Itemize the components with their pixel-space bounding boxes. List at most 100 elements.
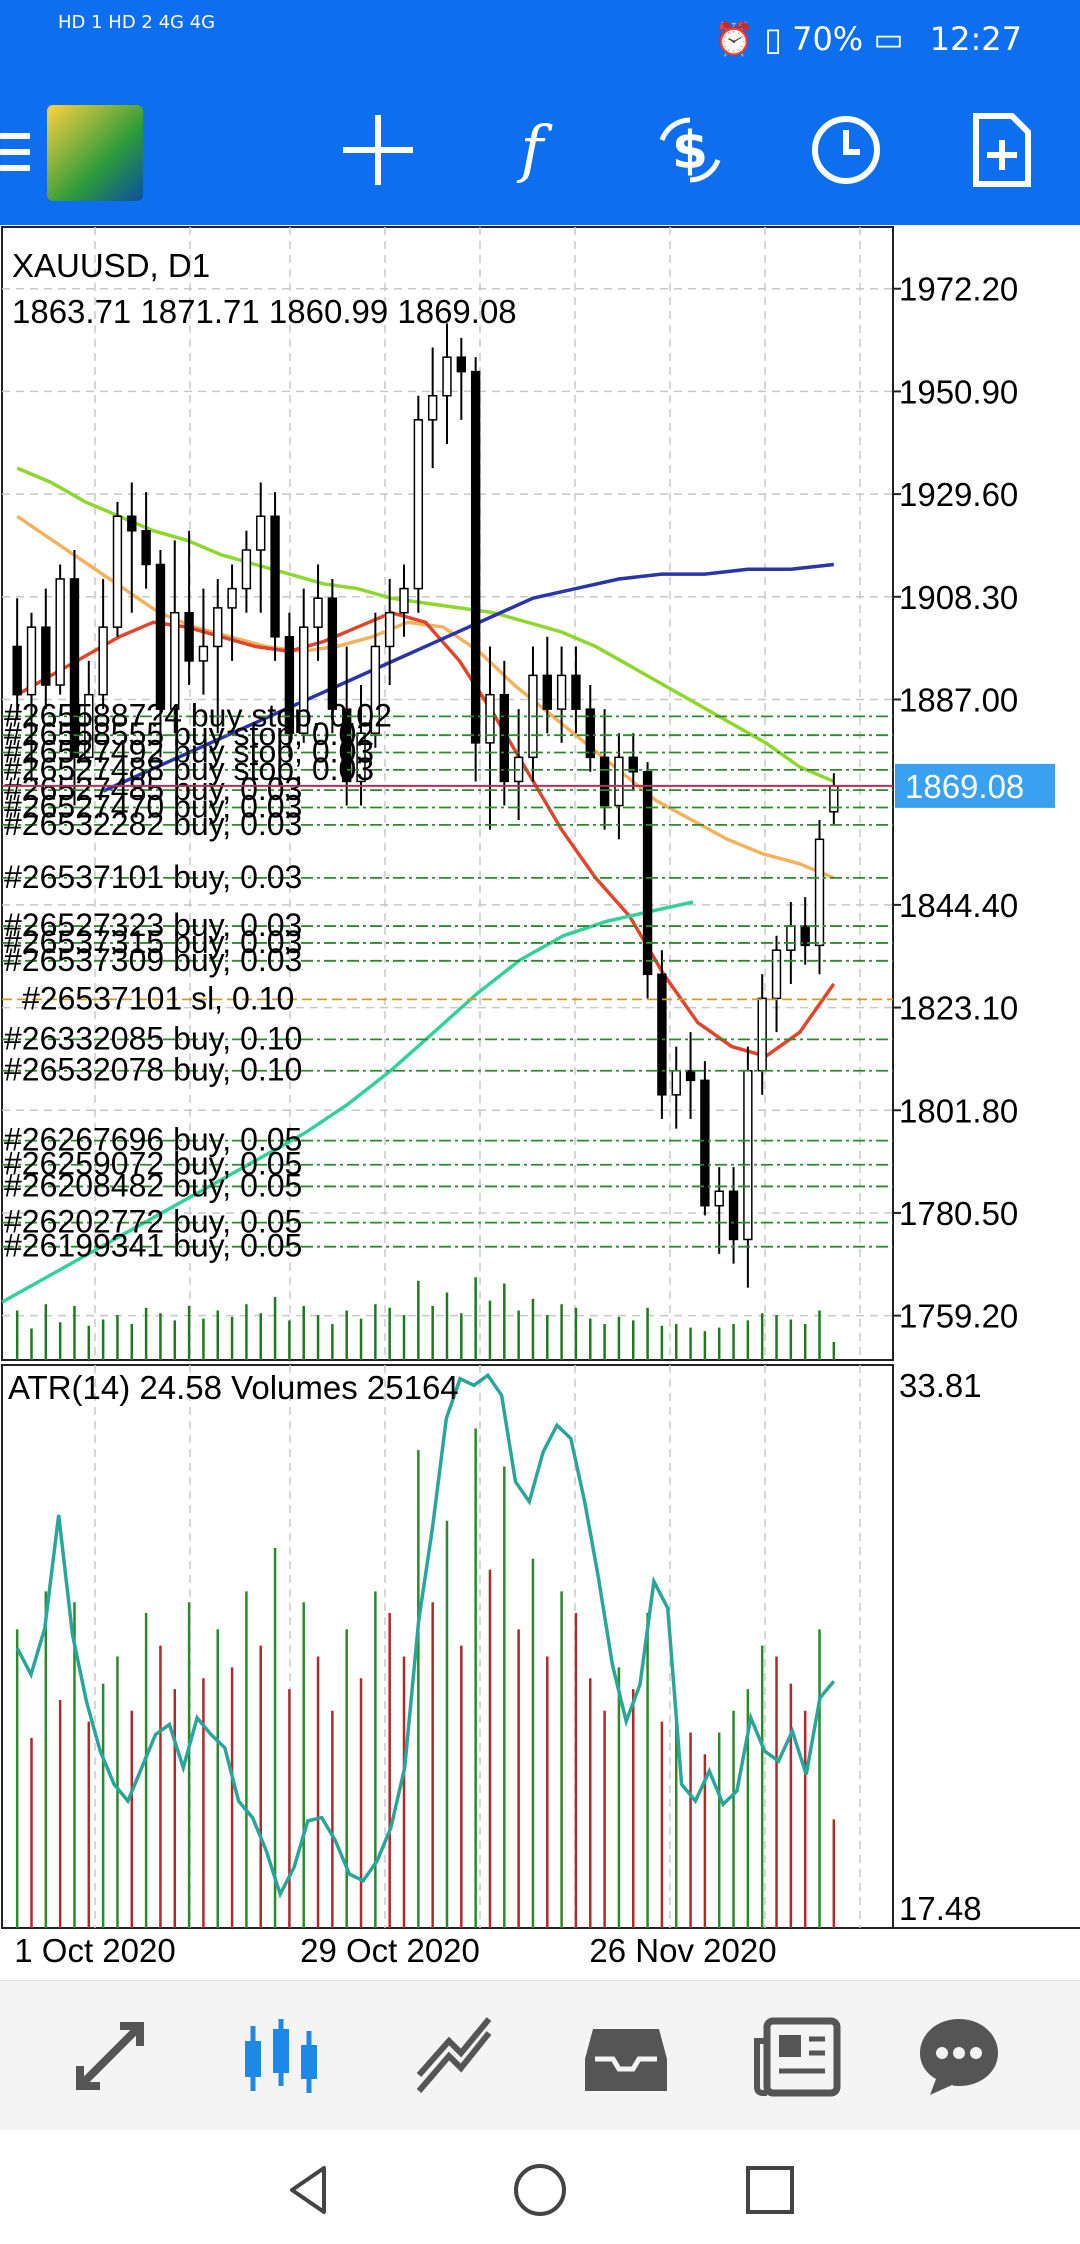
y-tick-label: 1929.60 xyxy=(899,476,1018,513)
svg-text:f: f xyxy=(517,112,554,185)
order-label: #26527323 buy, 0.03 xyxy=(4,907,302,943)
candle-body xyxy=(499,693,509,783)
order-label: #26332085 buy, 0.10 xyxy=(4,1020,302,1056)
symbol-icon[interactable]: $ xyxy=(650,110,730,190)
candle-body xyxy=(12,645,22,696)
candle-body xyxy=(98,626,108,696)
moving-average-line xyxy=(1,900,694,1304)
order-label: #26527470 buy, 0.03 xyxy=(4,788,302,824)
candle-body xyxy=(170,611,180,710)
order-label: #26208482 buy, 0.05 xyxy=(4,1167,302,1203)
chart-icon[interactable] xyxy=(237,2011,327,2101)
chat-icon[interactable] xyxy=(914,2011,1004,2101)
order-label: #26537101 buy, 0.03 xyxy=(4,859,302,895)
order-label: #26527488 buy stop, 0.03 xyxy=(4,751,374,787)
back-icon[interactable] xyxy=(280,2160,340,2220)
candle-body xyxy=(270,515,280,638)
candle-body xyxy=(671,1069,681,1096)
chart-area[interactable]: #2655887?4 buy stop, 0.02 #26558555 buy s… xyxy=(0,225,1080,1980)
candle-body xyxy=(141,529,151,566)
metatrader-logo[interactable] xyxy=(47,105,143,201)
clock: 12:27 xyxy=(929,20,1022,58)
current-price-label: 1869.08 xyxy=(905,768,1024,805)
candle-body xyxy=(155,563,166,710)
candle-body xyxy=(771,949,782,1000)
history-icon[interactable] xyxy=(581,2011,671,2101)
candle-body xyxy=(342,708,352,783)
battery-charging-icon: ▭ xyxy=(873,20,904,58)
recents-icon[interactable] xyxy=(740,2160,800,2220)
x-tick-label: 26 Nov 2020 xyxy=(589,1932,776,1969)
candle-body xyxy=(442,356,452,397)
order-label: #26527492 buy stop, 0.03 xyxy=(4,734,374,770)
indicator-y-tick-label: 17.48 xyxy=(899,1890,982,1927)
candle-body xyxy=(728,1190,739,1241)
candle-body xyxy=(213,607,223,648)
candle-body xyxy=(413,419,424,590)
order-label: #26558555 buy stop, 0.02 xyxy=(4,716,374,752)
candle-body xyxy=(542,674,552,710)
candle-body xyxy=(685,1069,696,1082)
news-icon[interactable] xyxy=(753,2011,843,2101)
candle-body xyxy=(227,587,237,609)
candle-body xyxy=(198,645,209,662)
candle-body xyxy=(299,626,309,734)
crosshair-icon[interactable] xyxy=(338,110,418,190)
candle-body xyxy=(313,597,323,628)
y-tick-label: 1950.90 xyxy=(899,373,1018,410)
candle-body xyxy=(184,611,194,662)
x-tick-label: 29 Oct 2020 xyxy=(300,1932,480,1969)
candle-body xyxy=(556,674,567,710)
y-tick-label: 1972.20 xyxy=(899,271,1018,308)
candle-body xyxy=(241,549,252,590)
candle-body xyxy=(743,1069,753,1241)
y-tick-label: 1780.50 xyxy=(899,1195,1018,1232)
candle-body xyxy=(41,626,51,686)
candle-body xyxy=(485,693,495,744)
x-tick-label: 1 Oct 2020 xyxy=(14,1932,175,1969)
candle-body xyxy=(370,645,381,734)
order-label: #2655887?4 buy stop, 0.02 xyxy=(4,697,392,733)
candle-body xyxy=(112,515,123,628)
candle-body xyxy=(399,587,409,614)
moving-average-line xyxy=(16,610,836,1059)
y-tick-label: 1887.00 xyxy=(899,681,1018,718)
candle-body xyxy=(26,626,37,696)
indicators-icon[interactable]: f xyxy=(492,110,572,190)
candle-body xyxy=(628,756,638,773)
status-right: ⏰ ▯ 70% ▭ 12:27 xyxy=(714,20,1022,58)
candle-body xyxy=(327,597,338,710)
atr-line xyxy=(15,1372,836,1899)
y-tick-label: 1844.40 xyxy=(899,887,1018,924)
battery-level: 70% xyxy=(792,20,864,58)
menu-icon[interactable] xyxy=(0,133,30,173)
candle-body xyxy=(800,925,810,947)
moving-average-line xyxy=(102,562,834,793)
price-chart[interactable]: #2655887?4 buy stop, 0.02#26558555 buy s… xyxy=(0,225,1080,1980)
candle-body xyxy=(256,515,266,551)
order-label: #26532078 buy, 0.10 xyxy=(4,1052,302,1088)
ohlc-label: 1863.71 1871.71 1860.99 1869.08 xyxy=(12,293,517,330)
new-order-icon[interactable] xyxy=(962,110,1042,190)
order-label: #26537101 sl, 0.10 xyxy=(22,980,294,1016)
order-label: #26267696 buy, 0.05 xyxy=(4,1122,302,1158)
top-toolbar: f $ xyxy=(0,75,1080,225)
candle-body xyxy=(786,925,796,951)
candle-body xyxy=(599,756,610,807)
timeframe-icon[interactable] xyxy=(806,110,886,190)
quotes-icon[interactable] xyxy=(65,2011,155,2101)
home-icon[interactable] xyxy=(510,2160,570,2220)
status-bar: HD 1 HD 2 4G 4G ⏰ ▯ 70% ▭ 12:27 xyxy=(0,0,1080,75)
symbol-label: XAUUSD, D1 xyxy=(12,247,210,284)
indicator-y-tick-label: 33.81 xyxy=(899,1367,982,1404)
order-label: #26527485 buy, 0.03 xyxy=(4,771,302,807)
system-navigation xyxy=(0,2130,1080,2244)
candle-body xyxy=(384,611,395,648)
candle-body xyxy=(571,674,581,710)
candle-body xyxy=(614,756,624,807)
candle-body xyxy=(84,693,94,759)
candle-body xyxy=(757,997,767,1072)
trade-icon[interactable] xyxy=(409,2011,499,2101)
network-indicator: HD 1 HD 2 4G 4G xyxy=(58,12,216,33)
y-tick-label: 1908.30 xyxy=(899,579,1018,616)
